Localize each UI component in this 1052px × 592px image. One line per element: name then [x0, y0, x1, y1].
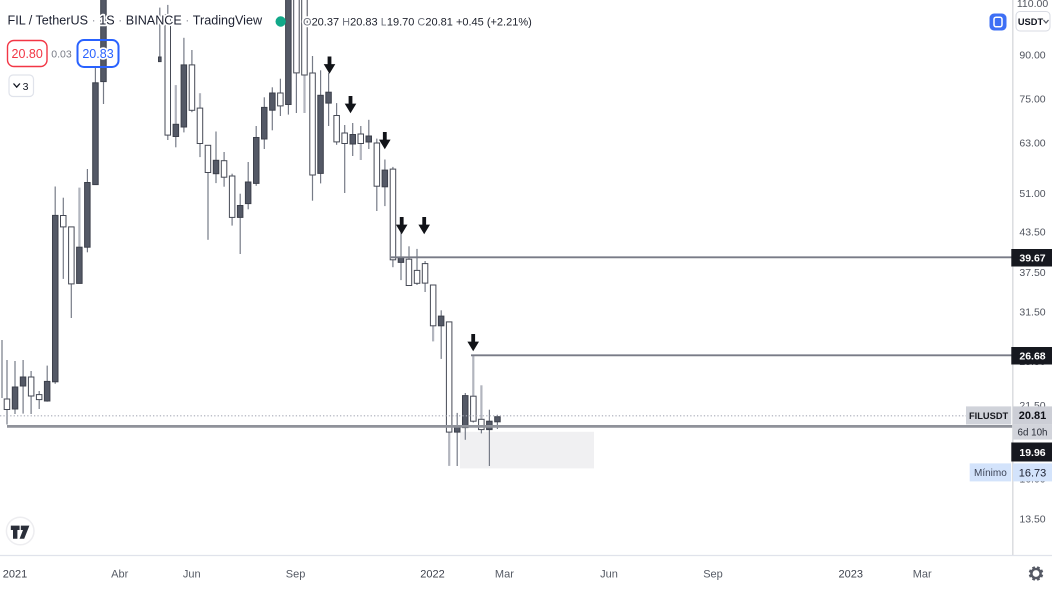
- svg-text:2023: 2023: [839, 569, 863, 581]
- svg-text:Sep: Sep: [286, 569, 306, 581]
- svg-text:USDT: USDT: [1018, 17, 1044, 27]
- svg-text:Jun: Jun: [183, 569, 201, 581]
- svg-text:3: 3: [23, 81, 29, 93]
- svg-text:Mar: Mar: [913, 569, 932, 581]
- svg-text:Sep: Sep: [703, 569, 723, 581]
- svg-text:16.73: 16.73: [1019, 467, 1047, 479]
- svg-text:110.00: 110.00: [1017, 0, 1048, 10]
- svg-text:19.96: 19.96: [1019, 447, 1045, 459]
- svg-text:Jun: Jun: [600, 569, 618, 581]
- svg-text:2022: 2022: [420, 569, 444, 581]
- svg-text:63.00: 63.00: [1019, 138, 1045, 150]
- svg-text:2021: 2021: [3, 569, 27, 581]
- svg-text:13.50: 13.50: [1019, 514, 1045, 526]
- svg-text:31.50: 31.50: [1019, 306, 1045, 318]
- svg-text:Mínimo: Mínimo: [974, 468, 1007, 479]
- svg-text:20.83: 20.83: [82, 47, 113, 61]
- svg-text:43.50: 43.50: [1019, 227, 1045, 239]
- svg-text:39.67: 39.67: [1019, 253, 1045, 265]
- svg-text:51.00: 51.00: [1019, 188, 1045, 200]
- svg-text:FIL / TetherUS · 1S · BINANCE: FIL / TetherUS · 1S · BINANCE · TradingV…: [8, 14, 263, 28]
- svg-text:FILUSDT: FILUSDT: [969, 411, 1009, 421]
- svg-text:20.81: 20.81: [1019, 410, 1047, 422]
- svg-text:75.00: 75.00: [1019, 94, 1045, 106]
- svg-text:26.68: 26.68: [1019, 351, 1045, 363]
- svg-text:Mar: Mar: [495, 569, 514, 581]
- svg-text:20.80: 20.80: [12, 47, 43, 61]
- svg-text:6d 10h: 6d 10h: [1018, 427, 1048, 438]
- svg-text:90.00: 90.00: [1019, 49, 1045, 61]
- svg-text:0.03: 0.03: [51, 49, 72, 61]
- svg-text:Abr: Abr: [111, 569, 128, 581]
- svg-text:O20.37 H20.83 L19.70 C20.81 +0: O20.37 H20.83 L19.70 C20.81 +0.45 (+2.21…: [303, 17, 532, 29]
- svg-text:37.50: 37.50: [1019, 267, 1045, 279]
